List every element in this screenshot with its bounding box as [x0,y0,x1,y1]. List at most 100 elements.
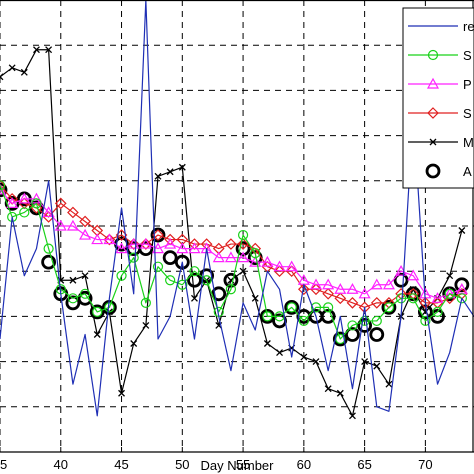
series-5-point-38 [458,227,466,234]
series-3-point-18 [212,251,225,263]
series-4-point-29 [346,296,359,309]
x-tick-label-6: 65 [357,457,371,472]
series-6-point-15 [174,254,190,270]
series-3-point-27 [322,278,335,290]
series-5-point-6 [69,276,77,284]
x-tick-label-2: 45 [114,457,128,472]
series-6-point-18 [211,286,227,302]
series-5-point-28 [336,389,344,397]
series-3-point-4 [42,206,55,218]
series-5-point-13 [154,172,162,180]
series-6-point-8 [89,304,105,320]
legend-marker-6 [425,163,441,179]
series-3-point-2 [18,192,31,204]
series-5-point-23 [276,349,283,357]
series-2-point-35 [420,315,431,327]
series-3-point-30 [358,287,371,299]
series-4-point-19 [225,238,237,250]
series-4-point-12 [139,238,152,250]
series-3-point-6 [66,219,79,231]
legend-label-1: re [463,19,474,34]
x-tick-label-4: 55 [236,457,250,472]
series-2-point-26 [310,302,322,313]
series-6-point-6 [65,295,81,311]
series-1-line [0,0,474,417]
series-2-point-10 [116,270,127,281]
series-3-point-26 [309,278,323,290]
series-5-point-32 [385,380,393,388]
series-5-point-4 [45,46,53,54]
series-3-point-36 [431,292,444,303]
series-6-point-30 [357,318,373,333]
series-3-point-14 [164,237,177,249]
series-3-point-1 [6,197,19,208]
legend-label-6: A [463,164,472,179]
series-6-point-20 [235,241,251,257]
series-3-point-8 [91,233,104,245]
series-2-point-3 [31,198,42,209]
series-5-point-2 [20,68,28,76]
series-5-point-29 [349,412,356,420]
series-6-point-29 [345,327,360,342]
series-5-point-30 [361,358,369,366]
series-5-point-27 [324,385,332,393]
series-6-point-24 [284,299,300,315]
legend-label-3: P [463,77,472,92]
series-2-point-38 [456,293,467,304]
series-2-point-13 [152,261,164,272]
series-3-point-24 [285,260,298,272]
legend-marker-4 [427,107,439,119]
series-2-point-2 [19,207,30,218]
series-2-point-34 [408,293,419,304]
series-4-point-26 [310,283,322,296]
series-2-point-7 [79,288,91,299]
series-5-point-8 [93,331,101,338]
series-6-point-33 [393,272,409,288]
legend-label-2: S [463,48,472,63]
legend-box [402,7,474,189]
series-6-point-16 [187,272,202,288]
series-5-point-15 [178,163,186,171]
series-4-point-6 [67,206,79,219]
series-2-point-32 [383,302,395,313]
series-2-point-31 [371,315,382,327]
series-6-point-19 [223,272,239,288]
series-4-point-0 [0,179,6,192]
legend-label-4: S [463,106,472,121]
series-6-point-38 [454,277,470,293]
series-3-point-7 [79,228,92,240]
series-4-line [0,184,463,308]
series-4-point-9 [103,233,116,246]
series-6-point-13 [150,227,166,243]
series-4-point-5 [54,197,67,210]
series-5-point-3 [33,46,40,54]
series-4-point-11 [127,238,140,250]
series-6-point-0 [0,182,8,198]
series-layer [0,0,474,420]
series-2-point-20 [237,229,249,241]
series-2-point-4 [43,243,54,254]
series-2-point-33 [395,293,407,304]
series-3-point-32 [382,278,395,290]
series-5-point-16 [191,294,198,302]
series-3-point-34 [407,269,420,281]
series-2-point-11 [128,252,139,263]
series-5-point-7 [81,272,89,280]
series-5 [0,46,466,420]
series-2-point-22 [262,311,273,322]
series-4-point-35 [419,296,432,309]
series-4-point-23 [273,265,286,278]
series-6-point-28 [332,331,348,347]
series-3-point-20 [237,251,250,263]
series-4-point-7 [79,215,91,228]
x-tick-label-3: 50 [175,457,189,472]
series-5-point-21 [251,294,259,302]
x-tick-label-1: 40 [54,457,68,472]
series-3-point-21 [249,255,262,267]
series-4-point-31 [370,296,383,309]
series-2-point-21 [250,248,261,259]
series-5-point-10 [118,389,125,397]
